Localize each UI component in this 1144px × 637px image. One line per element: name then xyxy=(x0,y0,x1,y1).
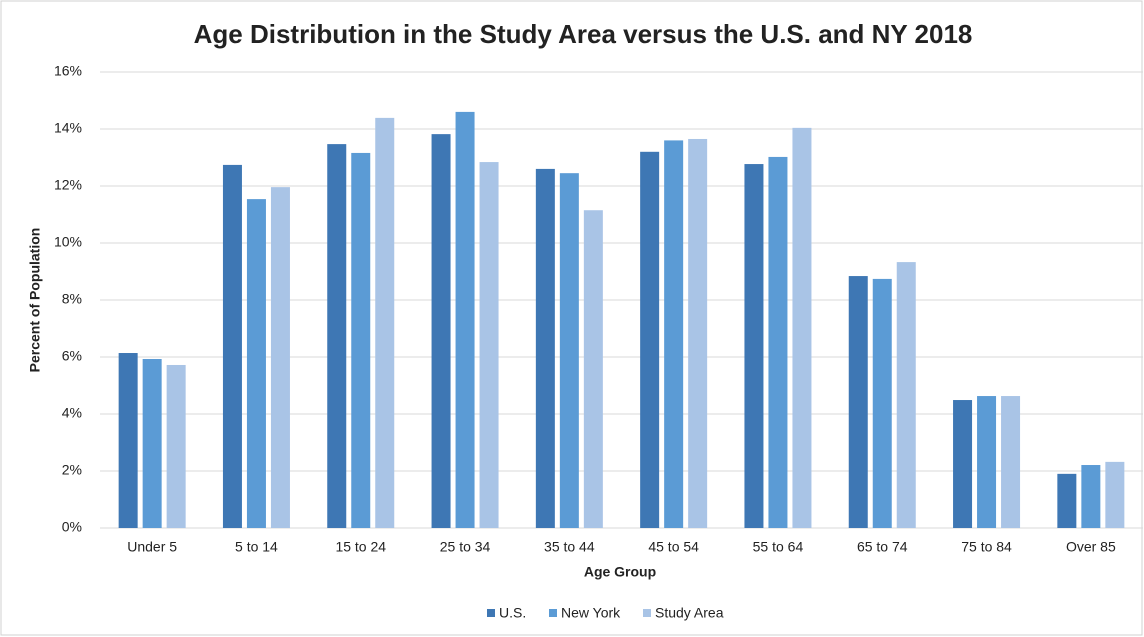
y-tick-label: 10% xyxy=(54,234,82,250)
legend-swatch xyxy=(643,609,651,617)
y-tick-label: 0% xyxy=(62,519,82,535)
bar xyxy=(351,152,371,528)
bar xyxy=(479,162,499,528)
bar xyxy=(872,278,892,528)
y-tick-label: 14% xyxy=(54,120,82,136)
legend-label: U.S. xyxy=(499,605,526,621)
bar xyxy=(535,168,555,528)
bar xyxy=(1001,396,1021,528)
chart-title: Age Distribution in the Study Area versu… xyxy=(194,19,973,49)
x-tick-label: 15 to 24 xyxy=(335,539,386,555)
bar xyxy=(375,117,395,528)
bar xyxy=(977,396,997,528)
x-tick-label: 75 to 84 xyxy=(961,539,1012,555)
bar xyxy=(270,187,290,528)
y-axis-label: Percent of Population xyxy=(27,228,43,373)
bar xyxy=(1057,473,1077,528)
legend-swatch xyxy=(549,609,557,617)
bar xyxy=(327,144,347,529)
bar xyxy=(664,140,684,528)
bar xyxy=(1081,465,1101,528)
bar xyxy=(246,199,266,529)
y-tick-label: 2% xyxy=(62,462,82,478)
x-tick-label: 35 to 44 xyxy=(544,539,595,555)
legend-label: New York xyxy=(561,605,621,621)
legend-label: Study Area xyxy=(655,605,724,621)
bar xyxy=(222,164,242,528)
x-tick-label: 55 to 64 xyxy=(753,539,804,555)
bar xyxy=(1105,461,1125,528)
bar xyxy=(455,111,475,529)
x-tick-label: 65 to 74 xyxy=(857,539,908,555)
bar xyxy=(896,262,916,528)
x-tick-label: Over 85 xyxy=(1066,539,1116,555)
bar xyxy=(583,210,603,528)
bar xyxy=(431,134,451,528)
x-tick-label: 45 to 54 xyxy=(648,539,699,555)
x-tick-label: Under 5 xyxy=(127,539,177,555)
x-axis-label: Age Group xyxy=(584,564,656,580)
y-tick-label: 6% xyxy=(62,348,82,364)
bar xyxy=(792,127,812,529)
x-tick-label: 25 to 34 xyxy=(440,539,491,555)
bar xyxy=(768,156,788,528)
bar xyxy=(142,358,162,528)
y-tick-label: 4% xyxy=(62,405,82,421)
bar xyxy=(744,164,764,528)
y-tick-label: 8% xyxy=(62,291,82,307)
bar xyxy=(118,353,138,528)
y-tick-label: 12% xyxy=(54,177,82,193)
bar xyxy=(848,276,868,528)
y-tick-label: 16% xyxy=(54,63,82,79)
bar xyxy=(559,173,579,529)
x-tick-label: 5 to 14 xyxy=(235,539,278,555)
bar xyxy=(166,364,186,528)
bar xyxy=(688,138,708,528)
bar xyxy=(953,400,973,528)
legend-swatch xyxy=(487,609,495,617)
bar xyxy=(640,151,660,529)
